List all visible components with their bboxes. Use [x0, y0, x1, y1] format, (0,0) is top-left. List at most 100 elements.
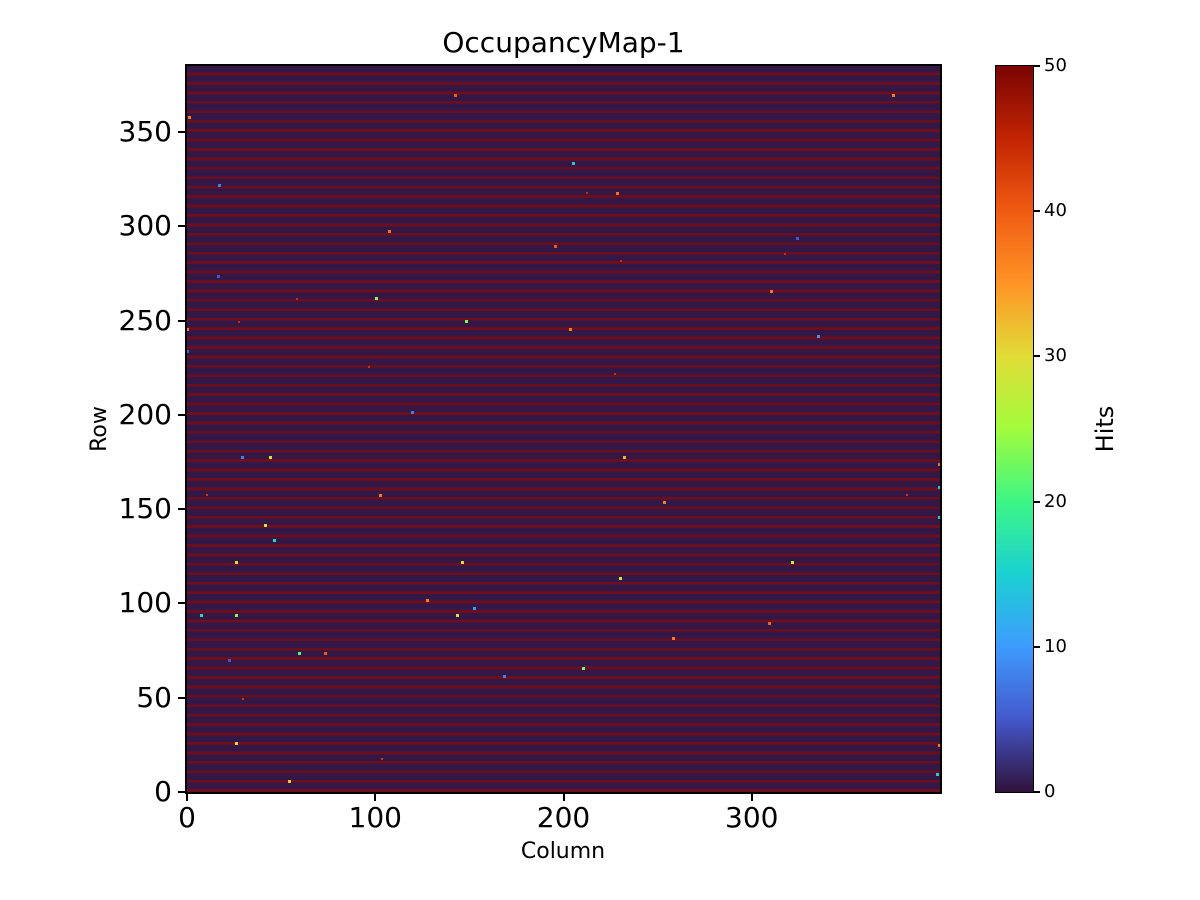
heatmap-outlier-dot: [216, 274, 220, 278]
heatmap-outlier-dot: [374, 297, 378, 301]
x-tick-mark: [562, 792, 565, 801]
colorbar-tick-label: 30: [1044, 345, 1067, 367]
x-tick-mark: [186, 792, 188, 801]
colorbar-tick-mark: [1033, 210, 1040, 213]
heatmap-outlier-dot: [235, 614, 239, 618]
colorbar-tick-label: 50: [1044, 55, 1067, 76]
y-tick-label: 50: [136, 680, 172, 714]
heatmap-outlier-dot: [623, 455, 627, 459]
heatmap-outlier-dot: [187, 350, 190, 354]
heatmap-outlier-dot: [296, 297, 299, 300]
heatmap-outlier-dot: [380, 758, 383, 760]
heatmap-outlier-dot: [367, 365, 370, 368]
heatmap-outlier-dot: [937, 516, 940, 520]
colorbar-tick-mark: [1033, 355, 1040, 358]
heatmap-outlier-dot: [572, 161, 576, 165]
y-tick-label: 350: [118, 115, 172, 148]
colorbar-tick-label: 10: [1044, 635, 1067, 657]
x-tick-label: 300: [725, 801, 779, 834]
x-axis-label: Column: [520, 839, 606, 864]
heatmap-outlier-dot: [187, 327, 190, 331]
heatmap-outlier-dot: [619, 576, 623, 580]
x-tick-label: 100: [348, 801, 402, 834]
heatmap-outlier-dot: [205, 494, 208, 496]
heatmap-outlier-dot: [218, 184, 222, 188]
heatmap-outlier-dot: [937, 744, 940, 748]
x-tick-label: 200: [536, 801, 591, 834]
heatmap-outlier-dot: [387, 229, 391, 233]
colorbar-tick-mark: [1033, 791, 1040, 793]
y-tick-label: 150: [118, 492, 172, 526]
heatmap-outlier-dot: [235, 742, 239, 746]
colorbar-tick-label: 20: [1044, 490, 1067, 512]
y-tick-mark: [178, 319, 187, 322]
heatmap-outlier-dot: [461, 561, 465, 565]
heatmap-outlier-dot: [378, 493, 382, 497]
heatmap-outlier-dot: [263, 523, 267, 527]
heatmap-outlier-dot: [188, 116, 192, 120]
heatmap-outlier-dot: [297, 651, 301, 655]
heatmap-outlier-dot: [796, 237, 800, 240]
heatmap-outlier-dot: [288, 780, 292, 784]
heatmap-outlier-dot: [614, 373, 617, 376]
colorbar-tick-mark: [1033, 645, 1040, 648]
heatmap-outlier-dot: [241, 697, 244, 700]
heatmap-outlier-dot: [553, 244, 557, 248]
heatmap-cells-layer: [187, 66, 940, 792]
heatmap-outlier-dot: [935, 772, 939, 776]
colorbar-tick-label: 0: [1044, 781, 1056, 802]
heatmap-outlier-dot: [235, 561, 239, 565]
heatmap-outlier-dot: [323, 651, 327, 655]
colorbar-tick-mark: [1033, 500, 1040, 503]
heatmap-outlier-dot: [619, 260, 622, 263]
colorbar: [994, 64, 1034, 793]
heatmap-outlier-dot: [770, 289, 773, 293]
y-tick-mark: [178, 791, 187, 793]
heatmap-outlier-dot: [937, 463, 940, 467]
y-tick-mark: [178, 696, 187, 699]
x-tick-mark: [374, 792, 377, 801]
chart-title: OccupancyMap-1: [442, 26, 685, 59]
heatmap-outlier-dot: [269, 455, 273, 459]
x-tick-label: 0: [178, 801, 196, 834]
heatmap-outlier-dot: [273, 538, 276, 542]
heatmap-outlier-dot: [227, 659, 231, 663]
y-axis-label: Row: [87, 406, 112, 452]
colorbar-tick-mark: [1033, 65, 1040, 67]
heatmap-outlier-dot: [455, 614, 459, 618]
heatmap-outlier-dot: [502, 674, 506, 678]
y-tick-label: 200: [118, 397, 172, 431]
heatmap-plot-area: [185, 64, 942, 794]
heatmap-outlier-dot: [237, 320, 240, 323]
heatmap-outlier-dot: [906, 494, 909, 496]
y-tick-label: 250: [118, 303, 172, 337]
heatmap-outlier-dot: [768, 621, 772, 625]
heatmap-outlier-dot: [615, 191, 619, 195]
x-tick-mark: [750, 792, 753, 801]
heatmap-outlier-dot: [892, 93, 896, 97]
heatmap-outlier-dot: [568, 327, 572, 331]
heatmap-outlier-dot: [817, 335, 821, 339]
heatmap-outlier-dot: [783, 252, 786, 255]
heatmap-outlier-dot: [410, 410, 414, 414]
heatmap-outlier-dot: [581, 667, 585, 670]
heatmap-outlier-dot: [472, 606, 476, 610]
heatmap-outlier-dot: [662, 501, 666, 504]
heatmap-outlier-dot: [425, 599, 429, 603]
heatmap-outlier-dot: [453, 93, 457, 97]
y-tick-mark: [178, 508, 187, 511]
heatmap-outlier-dot: [465, 320, 469, 323]
y-tick-label: 0: [154, 775, 172, 808]
y-tick-mark: [178, 602, 187, 605]
colorbar-label: Hits: [1091, 405, 1119, 453]
heatmap-outlier-dot: [790, 561, 794, 565]
y-tick-mark: [178, 131, 187, 133]
heatmap-outlier-dot: [241, 455, 244, 459]
y-tick-label: 300: [118, 209, 172, 243]
heatmap-outlier-dot: [937, 486, 940, 489]
y-tick-label: 100: [118, 586, 172, 620]
colorbar-tick-label: 40: [1044, 200, 1067, 222]
y-tick-mark: [178, 225, 187, 228]
y-tick-mark: [178, 413, 187, 416]
